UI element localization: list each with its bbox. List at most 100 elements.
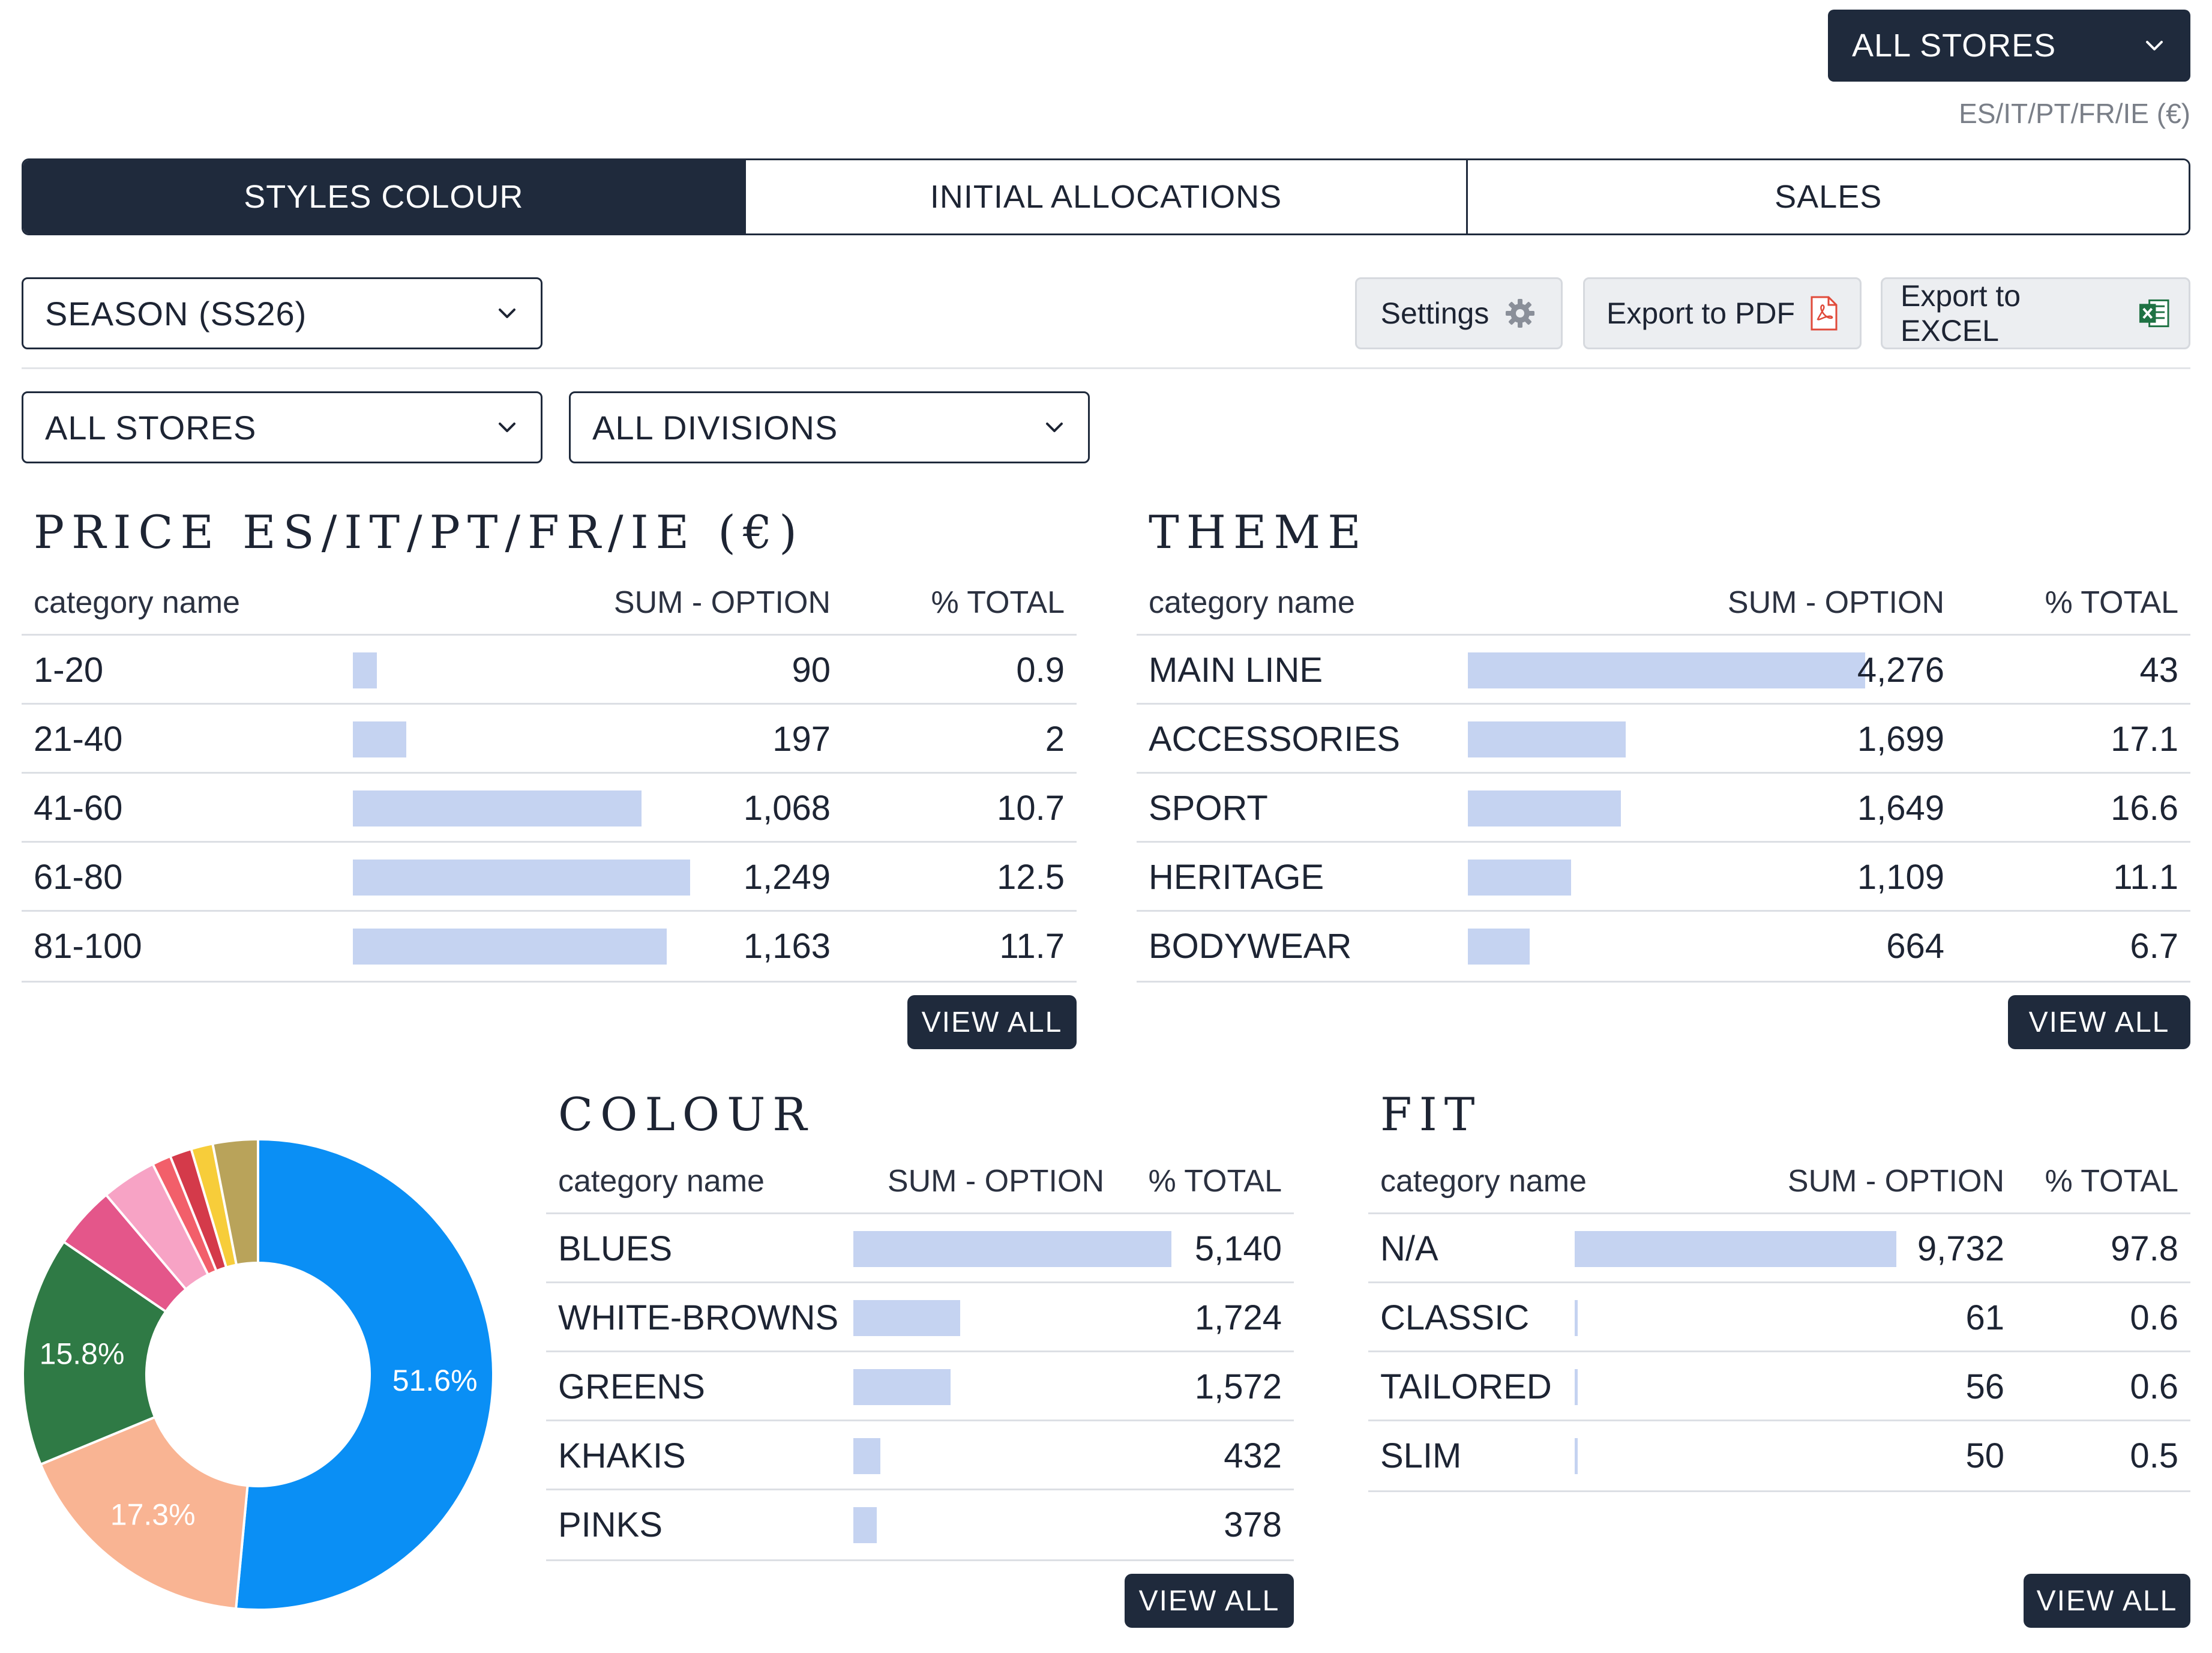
colour-row-name: PINKS <box>558 1505 663 1544</box>
chevron-down-icon <box>2146 41 2163 50</box>
theme-row-bar <box>1468 929 1530 965</box>
theme-table-row: MAIN LINE 4,276 43 <box>1137 634 2190 705</box>
price-row-pct: 2 <box>1045 720 1065 759</box>
theme-row-pct: 11.1 <box>2113 858 2178 897</box>
tab-bar: STYLES COLOUR INITIAL ALLOCATIONS SALES <box>22 158 2190 235</box>
theme-row-name: BODYWEAR <box>1149 927 1352 966</box>
stores-select[interactable]: ALL STORES <box>22 391 542 463</box>
colour-row-bar <box>853 1231 1171 1267</box>
settings-label: Settings <box>1380 297 1489 330</box>
fit-table-row: SLIM 50 0.5 <box>1368 1420 2190 1492</box>
export-excel-button[interactable]: Export to EXCEL <box>1881 277 2190 349</box>
filter-divider <box>22 367 2190 369</box>
theme-row-sum: 4,276 <box>1857 651 1944 690</box>
tab-initial-allocations[interactable]: INITIAL ALLOCATIONS <box>744 160 1467 233</box>
price-row-bar <box>353 860 690 896</box>
fit-row-bar <box>1575 1231 1896 1267</box>
colour-row-name: WHITE-BROWNS <box>558 1298 839 1337</box>
colour-row-name: KHAKIS <box>558 1436 686 1475</box>
theme-header-sum: SUM - OPTION <box>1727 585 1944 620</box>
colour-row-sum: 378 <box>1224 1505 1282 1544</box>
price-table-row: 1-20 90 0.9 <box>22 634 1077 705</box>
fit-row-name: CLASSIC <box>1380 1298 1530 1337</box>
colour-row-bar <box>853 1438 880 1474</box>
tab-styles-colour[interactable]: STYLES COLOUR <box>23 160 744 233</box>
stores-select-label: ALL STORES <box>45 408 257 447</box>
fit-row-sum: 56 <box>1965 1367 2004 1406</box>
colour-row-sum: 1,572 <box>1194 1367 1282 1406</box>
price-table-row: 21-40 197 2 <box>22 703 1077 774</box>
region-currency-label: ES/IT/PT/FR/IE (€) <box>1959 98 2190 129</box>
fit-row-pct: 97.8 <box>2111 1229 2178 1268</box>
colour-row-name: GREENS <box>558 1367 705 1406</box>
fit-header-sum: SUM - OPTION <box>1787 1164 2004 1199</box>
price-table-row: 41-60 1,068 10.7 <box>22 772 1077 843</box>
export-pdf-button[interactable]: Export to PDF <box>1583 277 1862 349</box>
colour-row-sum: 1,724 <box>1194 1298 1282 1337</box>
donut-slice-label: 51.6% <box>392 1364 478 1397</box>
colour-table-row: KHAKIS 432 <box>546 1420 1294 1490</box>
theme-row-pct: 43 <box>2139 651 2178 690</box>
colour-row-bar <box>853 1507 877 1543</box>
export-excel-label: Export to EXCEL <box>1901 279 2021 348</box>
theme-row-bar <box>1468 790 1621 826</box>
fit-row-pct: 0.6 <box>2130 1298 2178 1337</box>
theme-table-row: BODYWEAR 664 6.7 <box>1137 910 2190 983</box>
price-view-all-button[interactable]: VIEW ALL <box>907 995 1077 1049</box>
donut-slice[interactable] <box>22 1240 168 1466</box>
donut-slice-label: 17.3% <box>110 1498 196 1531</box>
season-select-label: SEASON (SS26) <box>45 294 307 333</box>
fit-row-sum: 50 <box>1965 1436 2004 1475</box>
colour-view-all-button[interactable]: VIEW ALL <box>1125 1574 1294 1628</box>
fit-row-pct: 0.5 <box>2130 1436 2178 1475</box>
chevron-down-icon <box>499 309 515 318</box>
settings-button[interactable]: Settings <box>1355 277 1563 349</box>
season-select[interactable]: SEASON (SS26) <box>22 277 542 349</box>
price-row-name: 61-80 <box>34 858 123 897</box>
fit-view-all-button[interactable]: VIEW ALL <box>2024 1574 2190 1628</box>
divisions-select[interactable]: ALL DIVISIONS <box>569 391 1090 463</box>
theme-row-name: ACCESSORIES <box>1149 720 1400 759</box>
theme-row-sum: 1,649 <box>1857 789 1944 828</box>
price-row-sum: 90 <box>792 651 831 690</box>
price-row-name: 1-20 <box>34 651 104 690</box>
gear-icon <box>1506 299 1535 328</box>
theme-header-pct: % TOTAL <box>2045 585 2178 620</box>
theme-row-name: HERITAGE <box>1149 858 1324 897</box>
tab-sales[interactable]: SALES <box>1466 160 2189 233</box>
theme-row-pct: 16.6 <box>2111 789 2178 828</box>
price-table-row: 61-80 1,249 12.5 <box>22 841 1077 912</box>
chevron-down-icon <box>499 423 515 432</box>
donut-slice[interactable] <box>211 1137 259 1266</box>
price-title: PRICE ES/IT/PT/FR/IE (€) <box>34 505 804 559</box>
store-select-top[interactable]: ALL STORES <box>1828 10 2190 82</box>
theme-row-pct: 17.1 <box>2111 720 2178 759</box>
price-row-pct: 12.5 <box>997 858 1065 897</box>
price-row-name: 21-40 <box>34 720 123 759</box>
donut-slice[interactable] <box>39 1415 249 1610</box>
fit-header-name: category name <box>1380 1164 1587 1199</box>
theme-table-row: SPORT 1,649 16.6 <box>1137 772 2190 843</box>
fit-row-bar <box>1575 1438 1578 1474</box>
colour-row-bar <box>853 1369 951 1405</box>
colour-row-bar <box>853 1300 960 1336</box>
fit-table-row: TAILORED 56 0.6 <box>1368 1350 2190 1421</box>
price-row-name: 41-60 <box>34 789 123 828</box>
donut-slice[interactable] <box>235 1137 494 1611</box>
fit-row-bar <box>1575 1300 1578 1336</box>
colour-row-name: BLUES <box>558 1229 673 1268</box>
colour-header-pct: % TOTAL <box>1148 1164 1282 1199</box>
theme-title: THEME <box>1149 505 1368 559</box>
price-header-sum: SUM - OPTION <box>613 585 831 620</box>
theme-row-bar <box>1468 860 1571 896</box>
fit-row-bar <box>1575 1369 1578 1405</box>
colour-row-sum: 432 <box>1224 1436 1282 1475</box>
theme-row-sum: 664 <box>1886 927 1944 966</box>
theme-view-all-button[interactable]: VIEW ALL <box>2008 995 2190 1049</box>
price-row-pct: 0.9 <box>1016 651 1065 690</box>
theme-row-bar <box>1468 652 1865 688</box>
colour-table-row: PINKS 378 <box>546 1489 1294 1561</box>
theme-row-name: SPORT <box>1149 789 1268 828</box>
export-pdf-label: Export to PDF <box>1606 297 1795 330</box>
price-row-sum: 1,249 <box>743 858 831 897</box>
